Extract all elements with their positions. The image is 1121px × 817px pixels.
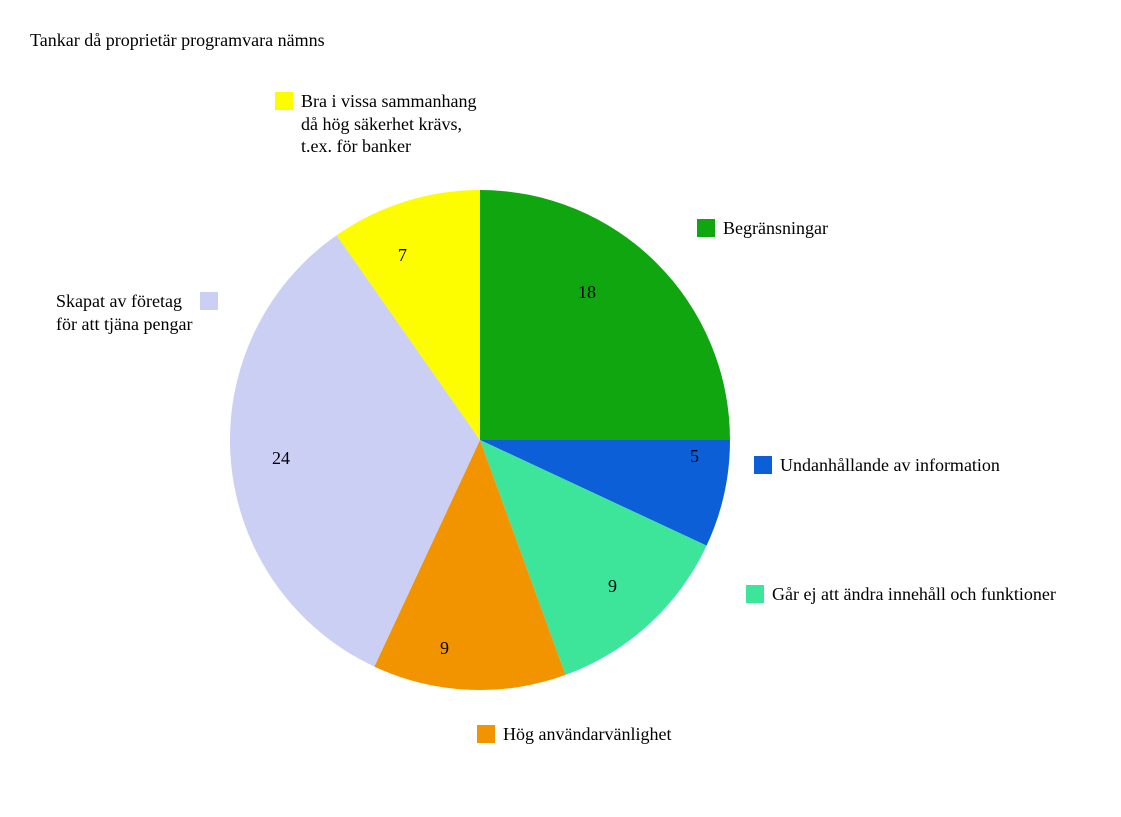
slice-value-label: 18 — [578, 282, 596, 303]
legend-label: Bra i vissa sammanhang då hög säkerhet k… — [301, 90, 476, 158]
legend-item: Skapat av företag för att tjäna pengar — [56, 290, 218, 335]
legend-swatch — [754, 456, 772, 474]
legend-label: Går ej att ändra innehåll och funktioner — [772, 583, 1056, 606]
pie-slice — [480, 190, 730, 440]
chart-title: Tankar då proprietär programvara nämns — [30, 30, 325, 51]
legend-label: Begränsningar — [723, 217, 828, 240]
legend-label: Undanhållande av information — [780, 454, 1000, 477]
legend-swatch — [477, 725, 495, 743]
slice-value-label: 7 — [398, 245, 407, 266]
legend-swatch — [275, 92, 293, 110]
legend-swatch — [697, 219, 715, 237]
legend-swatch — [746, 585, 764, 603]
legend-item: Begränsningar — [697, 217, 828, 240]
legend-item: Hög användarvänlighet — [477, 723, 671, 746]
pie-svg — [0, 0, 1121, 812]
legend-label: Skapat av företag för att tjäna pengar — [56, 290, 192, 335]
slice-value-label: 24 — [272, 448, 290, 469]
legend-label: Hög användarvänlighet — [503, 723, 671, 746]
legend-item: Undanhållande av information — [754, 454, 1000, 477]
legend-swatch — [200, 292, 218, 310]
legend-item: Går ej att ändra innehåll och funktioner — [746, 583, 1056, 606]
legend-item: Bra i vissa sammanhang då hög säkerhet k… — [275, 90, 476, 158]
slice-value-label: 9 — [440, 638, 449, 659]
pie-chart: Tankar då proprietär programvara nämns — [0, 0, 1121, 812]
slice-value-label: 9 — [608, 576, 617, 597]
slice-value-label: 5 — [690, 446, 699, 467]
